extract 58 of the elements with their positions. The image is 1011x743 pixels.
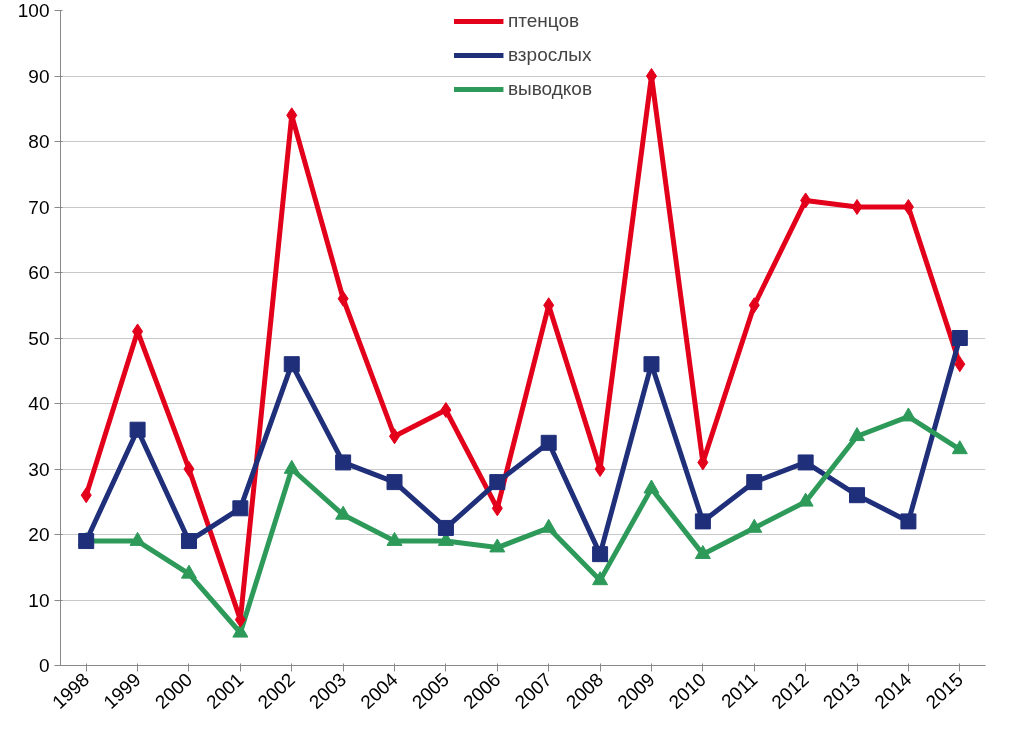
point — [183, 461, 195, 477]
point — [902, 199, 914, 215]
point — [951, 330, 968, 346]
legend-label: птенцов — [507, 10, 580, 32]
point — [900, 513, 917, 530]
point — [694, 513, 711, 530]
point — [489, 538, 506, 553]
y-tick-label: 50 — [28, 327, 50, 349]
legend-label: взрослых — [507, 44, 592, 66]
point — [746, 518, 763, 533]
y-tick-label: 70 — [28, 196, 50, 218]
point — [540, 434, 557, 451]
y-tick-label: 10 — [28, 589, 50, 611]
point — [335, 454, 352, 471]
point — [337, 290, 349, 307]
point — [954, 356, 966, 373]
point — [592, 571, 609, 586]
point — [748, 297, 760, 314]
point — [129, 421, 146, 438]
legend-label: выводков — [507, 78, 593, 100]
y-tick-label: 0 — [38, 655, 50, 676]
point — [232, 500, 249, 517]
point — [643, 479, 660, 494]
point — [800, 192, 812, 209]
y-tick-label: 20 — [28, 524, 50, 545]
point — [746, 474, 763, 491]
point — [129, 531, 146, 546]
point — [797, 492, 814, 507]
point — [437, 519, 454, 536]
point — [80, 487, 92, 504]
point — [489, 474, 506, 491]
y-tick-label: 30 — [28, 458, 50, 480]
point — [232, 623, 249, 638]
point — [283, 356, 300, 373]
point — [386, 474, 403, 491]
point — [540, 518, 557, 533]
point — [283, 459, 300, 474]
y-tick-label: 40 — [28, 393, 50, 414]
point — [643, 356, 660, 373]
point — [386, 531, 403, 546]
y-tick-label: 100 — [17, 0, 50, 21]
point — [849, 487, 866, 504]
y-tick-label: 60 — [28, 262, 50, 283]
point — [180, 564, 197, 579]
point — [694, 544, 711, 559]
point — [389, 428, 401, 445]
point — [592, 546, 609, 563]
point — [900, 407, 917, 422]
y-tick-label: 90 — [28, 65, 50, 87]
point — [180, 533, 197, 550]
point — [851, 199, 863, 215]
point — [849, 427, 866, 442]
point — [491, 500, 503, 517]
point — [440, 402, 452, 419]
point — [797, 454, 814, 471]
point — [78, 533, 95, 550]
point — [951, 440, 968, 455]
y-tick-label: 80 — [28, 131, 50, 152]
